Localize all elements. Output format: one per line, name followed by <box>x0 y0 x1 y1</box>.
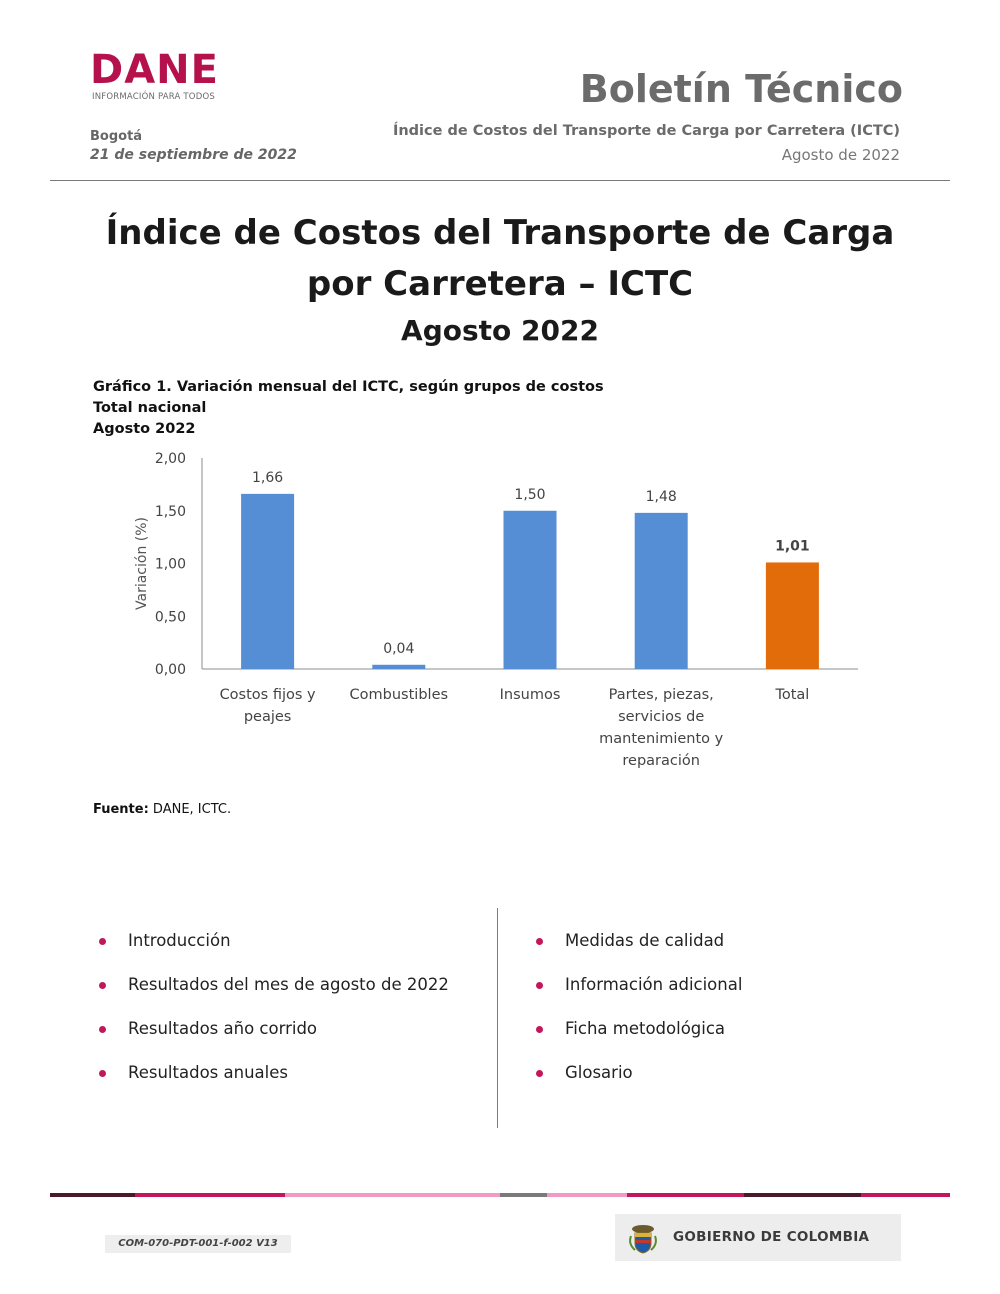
chart-heading-title: Gráfico 1. Variación mensual del ICTC, s… <box>93 379 604 395</box>
chart-heading: Gráfico 1. Variación mensual del ICTC, s… <box>93 377 604 440</box>
bullet-icon <box>99 938 106 945</box>
city-label: Bogotá <box>90 129 143 144</box>
data-label: 0,04 <box>383 641 414 657</box>
y-tick-label: 0,00 <box>155 662 186 678</box>
page-title-line2: por Carretera – ICTC <box>306 264 694 304</box>
bullet-icon <box>99 982 106 989</box>
government-label: GOBIERNO DE COLOMBIA <box>673 1229 870 1245</box>
bullet-icon <box>536 1070 543 1077</box>
x-tick-label: Partes, piezas, <box>609 687 714 703</box>
bullet-icon <box>536 938 543 945</box>
y-tick-label: 1,50 <box>155 504 186 520</box>
x-tick-label: peajes <box>244 709 292 725</box>
document-code: COM-070-PDT-001-f-002 V13 <box>105 1235 291 1253</box>
bar <box>634 512 688 669</box>
contents-item[interactable]: Glosario <box>530 1060 742 1104</box>
contents-item-label: Información adicional <box>565 975 743 994</box>
x-tick-label: Costos fijos y <box>220 687 316 703</box>
x-tick-label: reparación <box>622 753 700 769</box>
y-tick-label: 1,00 <box>155 557 186 573</box>
page-title-line1: Índice de Costos del Transporte de Carga <box>105 213 895 253</box>
contents-item-label: Resultados del mes de agosto de 2022 <box>128 975 449 994</box>
contents-left-column: Introducción Resultados del mes de agosto… <box>93 928 449 1104</box>
contents-item-label: Resultados año corrido <box>128 1019 318 1038</box>
contents-right-column: Medidas de calidad Información adicional F… <box>530 928 742 1104</box>
x-tick-label: Combustibles <box>350 687 449 703</box>
x-tick-label: Insumos <box>500 687 561 703</box>
footer-bar-segment <box>744 1193 861 1197</box>
footer-bar-segment <box>547 1193 627 1197</box>
contents-item[interactable]: Introducción <box>93 928 449 972</box>
y-axis-label: Variación (%) <box>134 517 150 610</box>
bar <box>241 493 295 669</box>
bar <box>372 664 426 669</box>
contents-item[interactable]: Resultados del mes de agosto de 2022 <box>93 972 449 1016</box>
footer-bar-segment <box>135 1193 285 1197</box>
index-name: Índice de Costos del Transporte de Carga… <box>392 123 900 139</box>
dane-logo-tagline: INFORMACIÓN PARA TODOS <box>92 92 215 102</box>
period-label: Agosto de 2022 <box>781 146 900 164</box>
contents-item[interactable]: Medidas de calidad <box>530 928 742 972</box>
source-label: Fuente: <box>93 802 149 817</box>
contents-item-label: Medidas de calidad <box>565 931 725 950</box>
bullet-icon <box>536 982 543 989</box>
contents-item[interactable]: Resultados año corrido <box>93 1016 449 1060</box>
bullet-icon <box>99 1070 106 1077</box>
chart-heading-period: Agosto 2022 <box>93 421 196 437</box>
footer-bar-segment <box>50 1193 135 1197</box>
contents-item-label: Glosario <box>565 1063 633 1082</box>
contents-item-label: Ficha metodológica <box>565 1019 726 1038</box>
x-tick-label: servicios de <box>618 709 704 725</box>
footer-bar-segment <box>627 1193 744 1197</box>
y-tick-label: 2,00 <box>155 451 186 467</box>
y-tick-label: 0,50 <box>155 609 186 625</box>
footer-bar-segment <box>285 1193 500 1197</box>
publication-date: 21 de septiembre de 2022 <box>90 147 297 163</box>
contents-item-label: Introducción <box>128 931 231 950</box>
contents-item[interactable]: Ficha metodológica <box>530 1016 742 1060</box>
bar-chart: 0,00 0,50 1,00 1,50 2,00 Variación (%) 1,66 Cos… <box>134 451 858 769</box>
contents-item[interactable]: Información adicional <box>530 972 742 1016</box>
footer-bar-segment <box>861 1193 950 1197</box>
source-text: DANE, ICTC. <box>148 802 232 817</box>
chart-heading-scope: Total nacional <box>93 400 207 416</box>
dane-logo: DANE <box>90 47 219 93</box>
bullet-icon <box>536 1026 543 1033</box>
colombia-coat-of-arms-icon <box>629 1225 657 1254</box>
page-title: Índice de Costos del Transporte de Carga… <box>0 208 1000 310</box>
data-label: 1,66 <box>252 470 283 486</box>
bar <box>765 562 819 669</box>
data-label: 1,01 <box>775 538 810 554</box>
contents-divider <box>497 908 498 1128</box>
x-tick-label: Total <box>774 687 809 703</box>
footer-bar-segment <box>500 1193 547 1197</box>
government-badge: GOBIERNO DE COLOMBIA <box>615 1214 901 1261</box>
contents-item[interactable]: Resultados anuales <box>93 1060 449 1104</box>
contents-item-label: Resultados anuales <box>128 1063 288 1082</box>
x-tick-label: mantenimiento y <box>599 731 723 747</box>
header-divider <box>50 180 950 181</box>
bulletin-title: Boletín Técnico <box>579 67 903 111</box>
data-label: 1,50 <box>514 487 545 503</box>
bullet-icon <box>99 1026 106 1033</box>
page-subtitle: Agosto 2022 <box>401 314 599 347</box>
data-label: 1,48 <box>646 489 677 505</box>
bar <box>503 510 557 669</box>
chart-source: Fuente: DANE, ICTC. <box>93 802 231 817</box>
